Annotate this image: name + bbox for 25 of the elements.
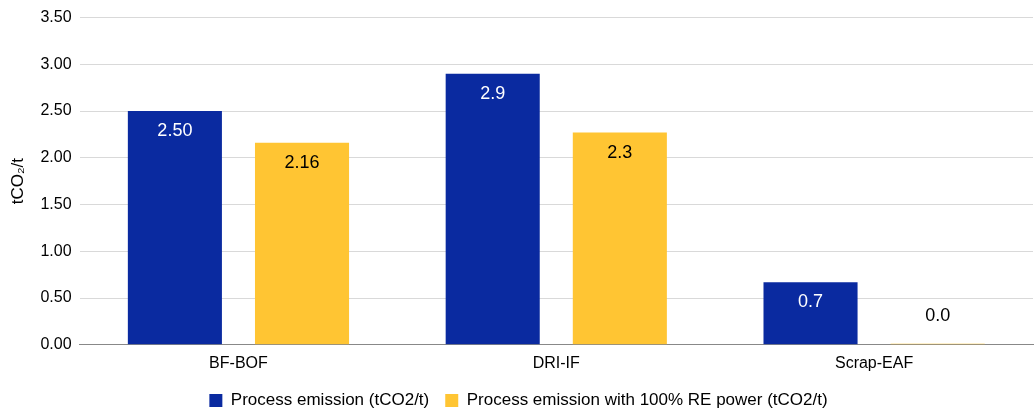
x-tick-label: DRI-IF [532,353,581,371]
bar [254,142,350,345]
x-tick-label: Scrap-EAF [834,353,914,371]
y-tick-label: 3.00 [40,54,72,72]
data-label: 2.16 [284,151,320,172]
y-tick-label: 1.50 [40,194,72,212]
y-axis-title: tCO₂/t [7,157,27,205]
data-label: 0.0 [925,305,951,326]
data-label: 0.7 [798,291,824,312]
y-tick-label: 0.00 [40,335,72,353]
y-tick-label: 2.50 [40,101,72,119]
bar [127,111,222,345]
y-tick-label: 2.00 [40,148,72,166]
y-tick-label: 1.00 [40,241,72,259]
bar [572,132,667,345]
bar [763,282,858,345]
x-tick-label: BF-BOF [209,353,269,371]
legend-label: Process emission (tCO2/t) [230,390,430,410]
data-label: 2.9 [480,82,506,103]
legend-label: Process emission with 100% RE power (tCO2/t) [466,390,828,410]
y-tick-label: 0.50 [40,288,72,306]
data-label: 2.3 [607,141,633,162]
data-label: 2.50 [157,120,193,141]
y-tick-label: 3.50 [40,8,72,26]
bar [445,73,540,345]
